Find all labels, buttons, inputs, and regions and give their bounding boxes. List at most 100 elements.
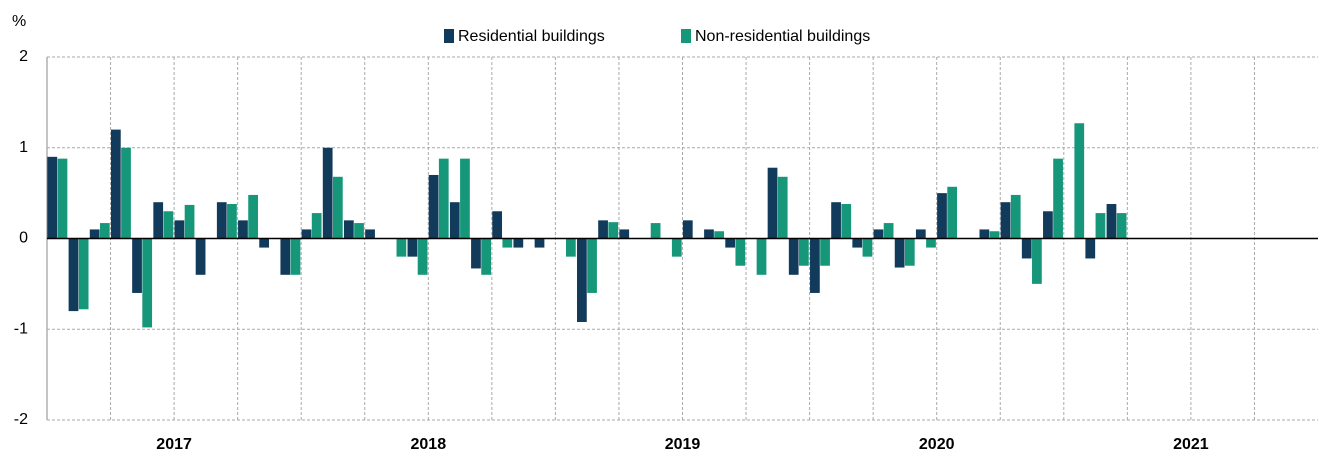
bar [1085, 238, 1096, 259]
bar [110, 129, 121, 239]
x-year-label: 2018 [411, 436, 447, 453]
bar [883, 223, 894, 239]
bar [195, 238, 206, 275]
bar [704, 229, 714, 239]
y-tick-label: 1 [19, 139, 28, 156]
bar [894, 238, 905, 268]
bar [227, 204, 237, 239]
bar [873, 229, 884, 239]
bar [989, 231, 1000, 239]
bar [937, 193, 947, 239]
legend-swatch [681, 29, 691, 43]
y-unit: % [12, 13, 26, 30]
bar [1106, 204, 1117, 239]
bar [492, 211, 503, 239]
bar [979, 229, 990, 239]
bar [926, 238, 936, 248]
bar [810, 238, 820, 293]
bar [671, 238, 682, 257]
bar [502, 238, 513, 248]
bar [852, 238, 863, 248]
x-year-label: 2021 [1173, 436, 1209, 453]
bar [565, 238, 576, 257]
y-tick-label: 0 [19, 230, 28, 247]
bar [460, 158, 470, 239]
bar [47, 156, 58, 239]
bar [725, 238, 736, 248]
bar [174, 220, 185, 239]
y-tick-label: -1 [14, 320, 28, 337]
bar [1043, 211, 1053, 239]
bar [343, 220, 354, 239]
bar [216, 202, 227, 239]
bar [290, 238, 301, 275]
bar [788, 238, 799, 275]
bar [1095, 213, 1106, 239]
bar [417, 238, 428, 275]
bar [99, 223, 110, 239]
bar [799, 238, 809, 266]
bar [820, 238, 830, 266]
legend-swatch [444, 29, 454, 43]
bar [587, 238, 597, 293]
bar [1116, 213, 1127, 239]
bar [608, 222, 619, 239]
bar [407, 238, 418, 257]
bar [767, 167, 778, 239]
bar [534, 238, 545, 248]
bar [598, 220, 608, 239]
bar [365, 229, 375, 239]
bar [513, 238, 524, 248]
bar [1021, 238, 1032, 259]
bar [481, 238, 492, 275]
bar [280, 238, 291, 275]
bar [396, 238, 407, 257]
bar [68, 238, 79, 312]
bar [1000, 202, 1011, 239]
bar [121, 147, 131, 239]
bar [947, 186, 958, 239]
bar [311, 213, 322, 239]
bar [1032, 238, 1042, 284]
bar [577, 238, 587, 322]
bar [1074, 123, 1085, 239]
x-year-label: 2020 [919, 436, 955, 453]
bar [735, 238, 746, 266]
bar [57, 158, 68, 239]
legend-label: Non-residential buildings [695, 28, 870, 45]
bar [915, 229, 926, 239]
bar [1010, 194, 1021, 239]
bar [1053, 158, 1063, 239]
legend-label: Residential buildings [458, 28, 605, 45]
bar [354, 223, 364, 239]
bar [132, 238, 142, 293]
y-tick-label: 2 [19, 48, 28, 65]
bar [142, 238, 153, 328]
bar [322, 147, 333, 239]
bar [438, 158, 449, 239]
bar [184, 204, 195, 239]
bar [756, 238, 767, 275]
bar [238, 220, 248, 239]
bar [682, 220, 693, 239]
bar [153, 202, 164, 239]
bar [332, 176, 343, 239]
bar [841, 204, 852, 239]
bar [650, 223, 661, 239]
bar [259, 238, 270, 248]
bar [301, 229, 312, 239]
bar [248, 194, 258, 239]
bar [163, 211, 174, 239]
x-year-label: 2019 [665, 436, 701, 453]
bar [714, 231, 725, 239]
bar [904, 238, 915, 266]
bar [862, 238, 873, 257]
bar [78, 238, 89, 310]
bar [831, 202, 841, 239]
y-tick-label: -2 [14, 411, 28, 428]
bar [471, 238, 481, 269]
bar [89, 229, 100, 239]
bar [619, 229, 630, 239]
bar [428, 174, 439, 239]
